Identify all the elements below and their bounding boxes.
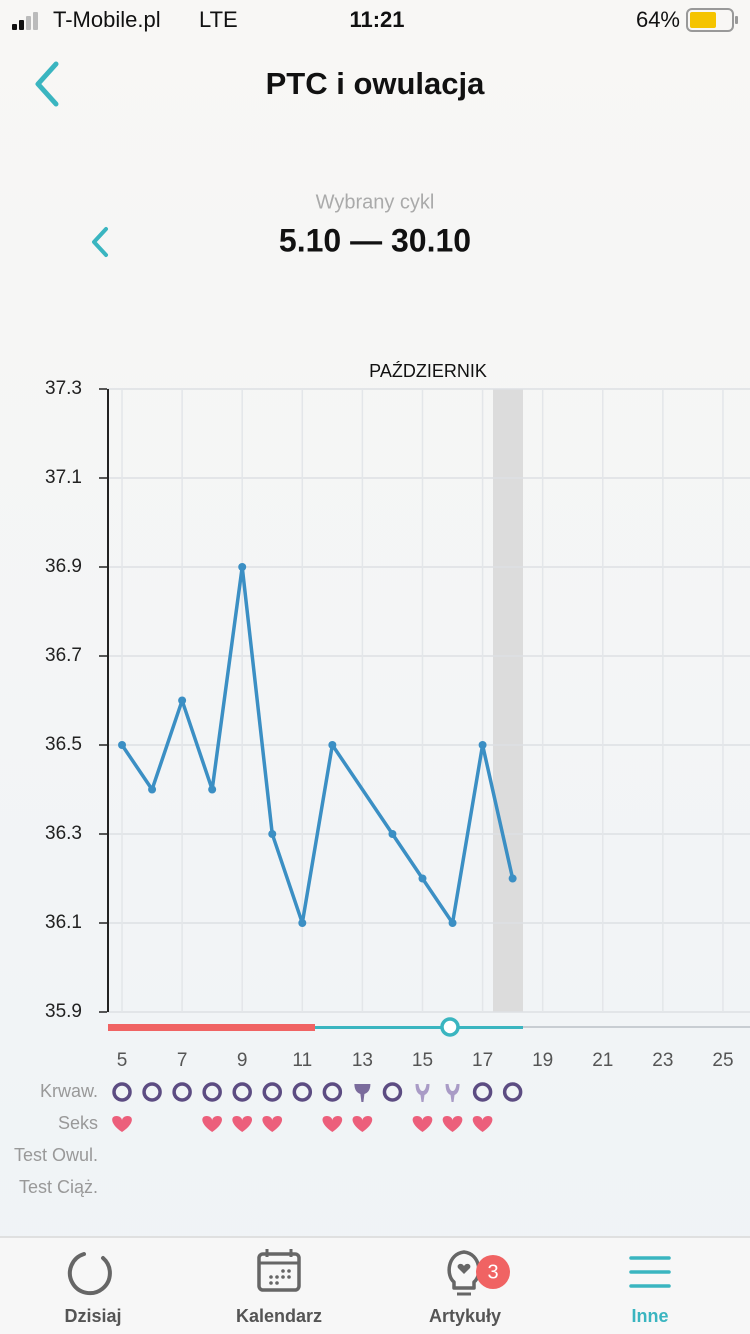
temperature-point — [388, 830, 397, 838]
tab-calendar[interactable]: Kalendarz — [236, 1249, 322, 1326]
signal — [12, 12, 38, 30]
x-tick-label: 11 — [292, 1050, 312, 1071]
tracker-label: Test Owul. — [14, 1145, 98, 1165]
intercourse — [442, 1116, 463, 1132]
y-tick-label: 37.3 — [45, 378, 82, 399]
tracker-label: Seks — [58, 1113, 98, 1133]
tab-more[interactable]: Inne — [629, 1256, 671, 1326]
intercourse — [322, 1116, 343, 1132]
intercourse — [202, 1116, 223, 1132]
x-tick-label: 5 — [117, 1050, 128, 1071]
intercourse — [412, 1116, 433, 1132]
temperature-point — [508, 874, 517, 883]
temperature-point — [328, 741, 337, 749]
x-tick-label: 19 — [532, 1050, 553, 1071]
bleeding-none — [232, 1082, 252, 1102]
x-tick-label: 21 — [592, 1050, 613, 1071]
bleeding-none — [382, 1082, 403, 1102]
y-tick-label: 35.9 — [45, 1001, 82, 1022]
intercourse — [352, 1116, 373, 1132]
phase-bar — [108, 1017, 750, 1037]
tracker: Krwaw. Seks Test Owul. Test Ciąż. — [14, 1081, 523, 1197]
tab-label: Artykuły — [429, 1306, 501, 1326]
bleeding-none — [472, 1082, 493, 1102]
tracker-label: Krwaw. — [40, 1081, 98, 1101]
x-tick-label: 9 — [237, 1050, 248, 1071]
clock: 11:21 — [349, 7, 404, 32]
bleeding-heavy — [354, 1084, 371, 1102]
intercourse — [112, 1116, 132, 1132]
temperature-point — [418, 874, 427, 883]
bleeding-none — [502, 1082, 523, 1102]
x-tick-label: 17 — [472, 1050, 493, 1071]
bleeding-none — [292, 1082, 313, 1102]
battery-text: 64% — [636, 7, 680, 32]
y-tick-label: 37.1 — [45, 467, 82, 488]
bleeding-none — [262, 1082, 283, 1102]
y-tick-label: 36.9 — [45, 556, 82, 577]
temperature-point — [268, 830, 277, 838]
screen-title: PTC i owulacja — [266, 66, 486, 101]
bleeding-light — [445, 1084, 460, 1102]
y-tick-label: 36.7 — [45, 645, 82, 666]
bleeding-light — [415, 1084, 430, 1102]
cycle-caption: Wybrany cykl — [316, 191, 435, 213]
battery-icon — [686, 8, 738, 32]
temperature-point — [298, 919, 307, 927]
today-band — [493, 389, 523, 1012]
temperature-point — [208, 785, 217, 794]
temperature-point — [478, 741, 487, 749]
chart: PAŹDZIERNIK 35.9 36.1 36.3 36.5 36.7 36.9 37.1 3… — [45, 361, 750, 1071]
previous-cycle[interactable] — [92, 227, 108, 257]
x-tick-label: 15 — [412, 1050, 433, 1071]
x-tick-label: 25 — [712, 1050, 733, 1071]
temperature-point — [118, 741, 127, 749]
x-tick-label: 23 — [652, 1050, 673, 1071]
tab-label: Kalendarz — [236, 1306, 322, 1326]
temperature-point — [238, 563, 247, 571]
tab-bar — [0, 1237, 750, 1334]
badge: 3 — [487, 1261, 498, 1283]
chart-title: PAŹDZIERNIK — [369, 361, 487, 381]
bleeding-none — [112, 1082, 132, 1102]
tab-label: Dzisiaj — [64, 1306, 121, 1326]
x-tick-label: 7 — [177, 1050, 188, 1071]
bleeding-none — [172, 1082, 192, 1102]
bleeding-none — [202, 1082, 222, 1102]
intercourse — [232, 1116, 253, 1132]
temperature-point — [178, 696, 187, 705]
bleeding-none — [142, 1082, 162, 1102]
back-button[interactable] — [35, 61, 59, 107]
y-tick-label: 36.1 — [45, 912, 82, 933]
y-tick-label: 36.5 — [45, 734, 82, 755]
x-tick-label: 13 — [352, 1050, 373, 1071]
tab-label: Inne — [631, 1306, 668, 1326]
tab-today[interactable]: Dzisiaj — [64, 1252, 122, 1326]
y-tick-label: 36.3 — [45, 823, 82, 844]
intercourse — [262, 1116, 283, 1132]
temperature-point — [148, 785, 157, 794]
intercourse — [472, 1116, 493, 1132]
cycle-range: 5.10 — 30.10 — [279, 222, 471, 258]
bleeding-none — [322, 1082, 343, 1102]
tab-articles[interactable]: 3 Artykuły — [429, 1250, 510, 1326]
tracker-label: Test Ciąż. — [19, 1177, 98, 1197]
network: LTE — [199, 7, 238, 32]
temperature-point — [448, 919, 457, 927]
carrier: T-Mobile.pl — [53, 7, 161, 32]
